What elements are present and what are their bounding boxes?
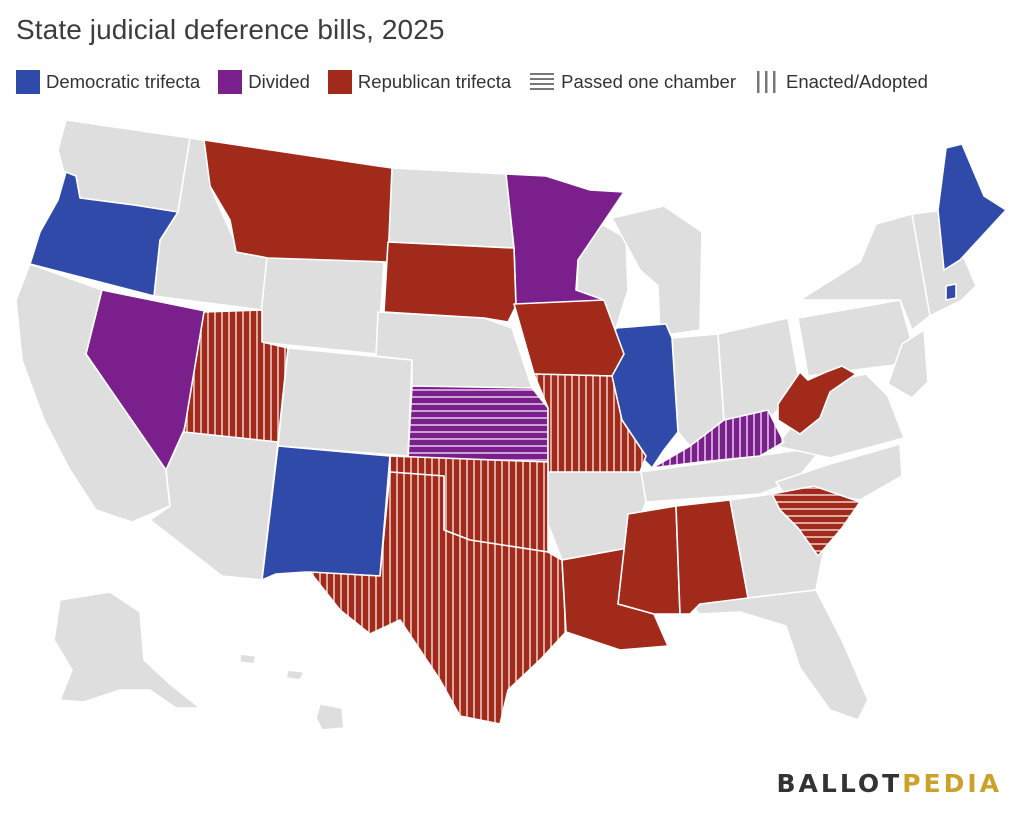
state-rhode-island bbox=[945, 283, 957, 301]
state-iowa bbox=[513, 299, 625, 377]
state-north-dakota bbox=[387, 167, 515, 249]
state-nevada bbox=[85, 289, 211, 471]
legend-item-democratic: Democratic trifecta bbox=[16, 70, 200, 94]
state-montana bbox=[203, 139, 393, 263]
state-oregon bbox=[29, 171, 179, 297]
ballotpedia-logo: BALLOTPEDIA bbox=[777, 769, 1003, 798]
state-kansas bbox=[407, 385, 549, 463]
vertical-lines-icon bbox=[757, 71, 776, 93]
state-utah bbox=[183, 309, 289, 443]
state-mississippi bbox=[617, 505, 681, 615]
state-kentucky bbox=[651, 409, 785, 469]
state-missouri bbox=[533, 373, 647, 473]
legend-label-passed: Passed one chamber bbox=[561, 71, 736, 92]
legend-item-republican: Republican trifecta bbox=[327, 70, 512, 94]
logo-part-pedia: PEDIA bbox=[902, 769, 1002, 798]
republican-swatch-icon bbox=[327, 70, 352, 94]
state-south-dakota bbox=[383, 241, 517, 323]
divided-swatch-icon bbox=[218, 70, 243, 94]
state-florida bbox=[683, 589, 869, 721]
state-mid-atlantic bbox=[887, 329, 929, 399]
map-title: State judicial deference bills, 2025 bbox=[16, 14, 445, 45]
logo-part-ballot: BALLOT bbox=[776, 769, 903, 798]
state-maine bbox=[937, 143, 1007, 271]
legend-label-republican: Republican trifecta bbox=[357, 71, 512, 92]
democratic-swatch-icon bbox=[16, 70, 40, 94]
state-wyoming bbox=[257, 247, 385, 355]
state-new-mexico bbox=[261, 445, 391, 581]
state-south-carolina bbox=[771, 485, 861, 557]
legend-item-divided: Divided bbox=[218, 70, 310, 94]
legend: Democratic trifecta Divided Republican t… bbox=[16, 70, 928, 94]
legend-label-divided: Divided bbox=[248, 71, 310, 92]
state-alabama bbox=[675, 499, 749, 615]
us-states-map bbox=[15, 119, 1007, 731]
legend-item-enacted: Enacted/Adopted bbox=[754, 70, 928, 94]
state-hawaii bbox=[239, 653, 345, 731]
state-michigan bbox=[611, 205, 703, 337]
horizontal-lines-icon bbox=[530, 73, 555, 90]
state-colorado bbox=[277, 347, 413, 457]
legend-item-passed: Passed one chamber bbox=[529, 70, 736, 94]
state-alaska bbox=[53, 591, 201, 709]
state-west-virginia bbox=[777, 365, 857, 435]
legend-label-enacted: Enacted/Adopted bbox=[786, 71, 928, 92]
legend-label-democratic: Democratic trifecta bbox=[46, 71, 201, 92]
state-texas bbox=[309, 471, 567, 725]
